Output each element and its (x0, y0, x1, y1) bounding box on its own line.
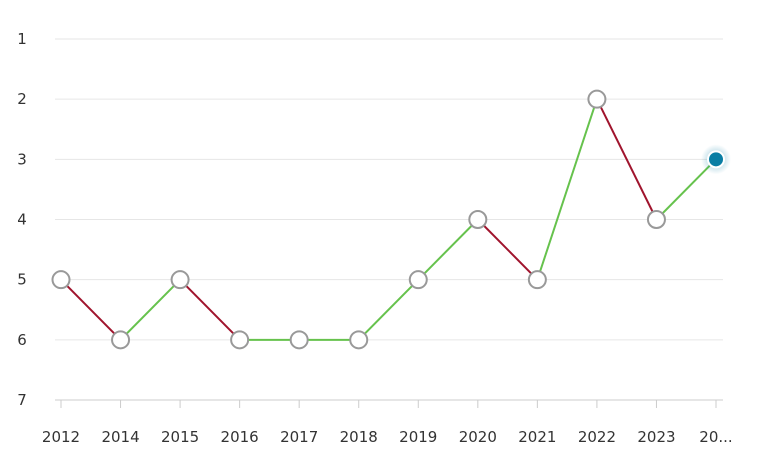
series-segment-0 (60, 278, 122, 341)
series-layer (60, 98, 717, 341)
y-tick-label-7: 7 (17, 391, 27, 409)
series-segment-7 (477, 218, 539, 281)
data-point-2[interactable] (170, 270, 190, 290)
data-point-6[interactable] (408, 270, 428, 290)
x-tick-label-3: 2016 (221, 428, 259, 446)
series-segment-2 (179, 278, 241, 341)
series-segment-1 (119, 278, 181, 341)
data-point-3[interactable] (230, 330, 250, 350)
series-segment-8 (536, 98, 598, 280)
y-tick-label-3: 3 (17, 150, 27, 168)
data-point-highlighted[interactable] (707, 150, 725, 169)
x-tick-label-2: 2015 (161, 428, 199, 446)
x-tick-label-0: 2012 (42, 428, 80, 446)
series-segment-9 (596, 98, 658, 220)
data-point-10[interactable] (646, 210, 666, 229)
data-point-5[interactable] (349, 330, 369, 350)
y-tick-label-2: 2 (17, 90, 27, 108)
series-segment-5 (358, 278, 419, 341)
data-point-1[interactable] (111, 330, 131, 350)
marker-layer (51, 89, 731, 350)
axis-layer: 1 2 3 4 5 6 7 2012 2014 2015 2016 2017 2018 2019 2020 2… (17, 30, 732, 446)
y-tick-label-6: 6 (17, 331, 27, 349)
data-point-8[interactable] (527, 270, 547, 290)
x-tick-label-5: 2018 (340, 428, 378, 446)
grid-layer (55, 38, 723, 341)
x-tick-label-8: 2021 (518, 428, 556, 446)
y-tick-label-1: 1 (17, 30, 27, 48)
y-tick-label-4: 4 (17, 211, 27, 229)
x-tick-label-1: 2014 (101, 428, 139, 446)
x-tick-label-10: 2023 (637, 428, 675, 446)
x-tick-label-7: 2020 (459, 428, 497, 446)
x-tick-label-6: 2019 (399, 428, 437, 446)
data-point-7[interactable] (468, 210, 488, 229)
data-point-0[interactable] (51, 270, 71, 290)
x-tick-label-11: 20... (699, 428, 732, 446)
series-segment-6 (417, 218, 479, 281)
data-point-4[interactable] (289, 330, 309, 350)
x-tick-label-4: 2017 (280, 428, 318, 446)
data-point-9[interactable] (587, 89, 607, 109)
x-tick-label-9: 2022 (578, 428, 616, 446)
y-tick-label-5: 5 (17, 271, 27, 289)
